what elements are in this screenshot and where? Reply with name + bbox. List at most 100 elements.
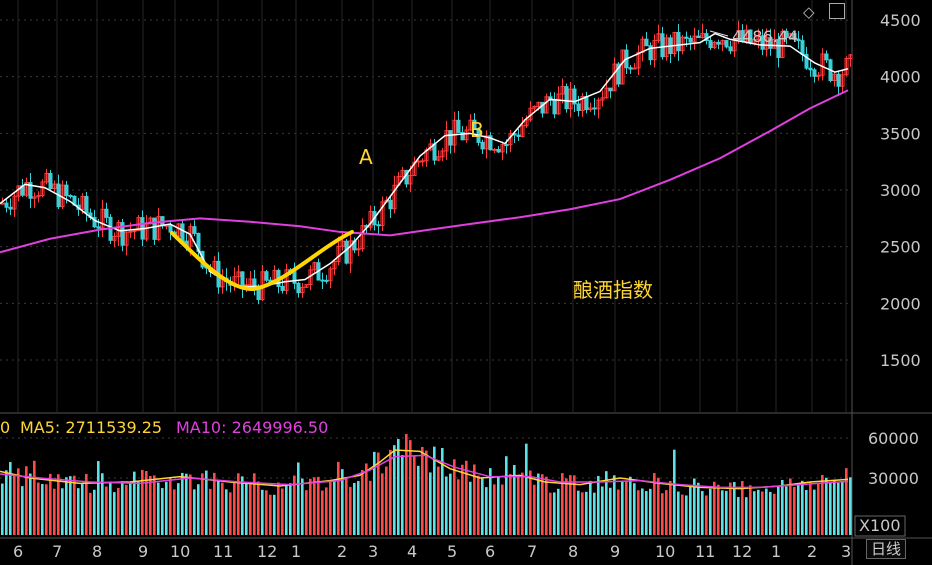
volume-bar [233,482,236,535]
candle-body [336,245,341,262]
volume-bar [17,468,20,535]
volume-bar [557,488,560,535]
vol-tick-label: 60000 [868,429,919,448]
candle-body [540,101,545,114]
candle-body [432,143,437,161]
candle-body [800,40,805,55]
candle-body [604,87,609,99]
volume-bar [753,491,756,535]
x-tick-label: 3 [841,542,851,561]
candle-body [672,31,677,55]
candle-body [436,156,441,161]
volume-bar [73,475,76,535]
x-tick-label: 12 [732,542,752,561]
volume-bar [297,462,300,535]
volume-bar [113,492,116,535]
candle-body [840,74,845,87]
volume-bar [417,465,420,535]
volume-bar [181,472,184,535]
period-button[interactable]: 日线 [866,539,907,559]
candle-body [388,199,393,210]
volume-bar [397,438,400,535]
volume-bar [341,469,344,535]
volume-bar [465,460,468,535]
volume-bar [305,490,308,535]
volume-bar [541,474,544,535]
candle-body [768,37,773,49]
candle-body [552,99,557,115]
candle-body [92,216,97,228]
volume-bar [29,473,32,535]
volume-bar [745,497,748,535]
panel-toggle-icon[interactable] [829,3,845,19]
candle-body [660,33,665,58]
candle-body [784,30,789,38]
candle-body [700,33,705,39]
volume-bar [245,483,248,535]
x-tick-label: 7 [52,542,62,561]
volume-bar [93,489,96,535]
volume-bar [501,484,504,535]
volume-bar [193,489,196,535]
volume-bar [585,491,588,535]
x-tick-label: 9 [610,542,620,561]
candle-body [464,129,469,141]
candle-body [324,279,329,282]
candle-body [360,225,365,250]
volume-bars [1,434,852,535]
volume-bar [141,469,144,535]
candle-body [300,286,305,294]
candle-body [492,148,497,151]
candle-body [448,130,453,146]
candle-body [636,51,641,69]
volume-bar [289,483,292,535]
volume-bar [701,491,704,535]
chart-title: 酿酒指数 [573,278,653,302]
candle-body [656,33,661,41]
candle-body [96,226,101,229]
candle-body [628,67,633,70]
max-pointer [709,30,729,37]
volume-bar [5,470,8,535]
volume-bar [617,489,620,535]
volume-bar [577,490,580,535]
candle-body [48,172,53,190]
diamond-icon[interactable]: ◇ [803,3,815,21]
volume-bar [137,481,140,535]
candle-body [124,231,129,246]
volume-bar [101,473,104,535]
volume-bar [533,484,536,535]
volume-bar [65,477,68,535]
candle-body [600,97,605,101]
volume-bar [597,476,600,535]
candle-body [408,174,413,185]
candle-body [760,35,765,50]
volume-bar [609,487,612,535]
volume-bar [761,491,764,535]
volume-bar [401,455,404,535]
volume-bar [449,473,452,535]
vol-unit-label: X100 [859,516,901,535]
x-tick-label: 8 [92,542,102,561]
candle-body [64,184,69,197]
volume-bar [253,473,256,535]
volume-bar [421,446,424,535]
x-tick-label: 2 [807,542,817,561]
candle-body [52,183,57,190]
volume-bar [45,484,48,535]
volume-bar [777,486,780,535]
candle-body [796,38,801,42]
candle-body [824,53,829,61]
volume-bar [493,484,496,535]
volume-bar [489,468,492,535]
x-tick-label: 1 [771,542,781,561]
candle-body [120,222,125,246]
x-tick-label: 8 [568,542,578,561]
x-tick-label: 11 [213,542,233,561]
volume-bar [329,479,332,535]
volume-bar [561,473,564,535]
vol-tick-label: 30000 [868,469,919,488]
candle-body [40,181,45,197]
volume-bar [201,473,204,535]
volume-bar [693,478,696,535]
